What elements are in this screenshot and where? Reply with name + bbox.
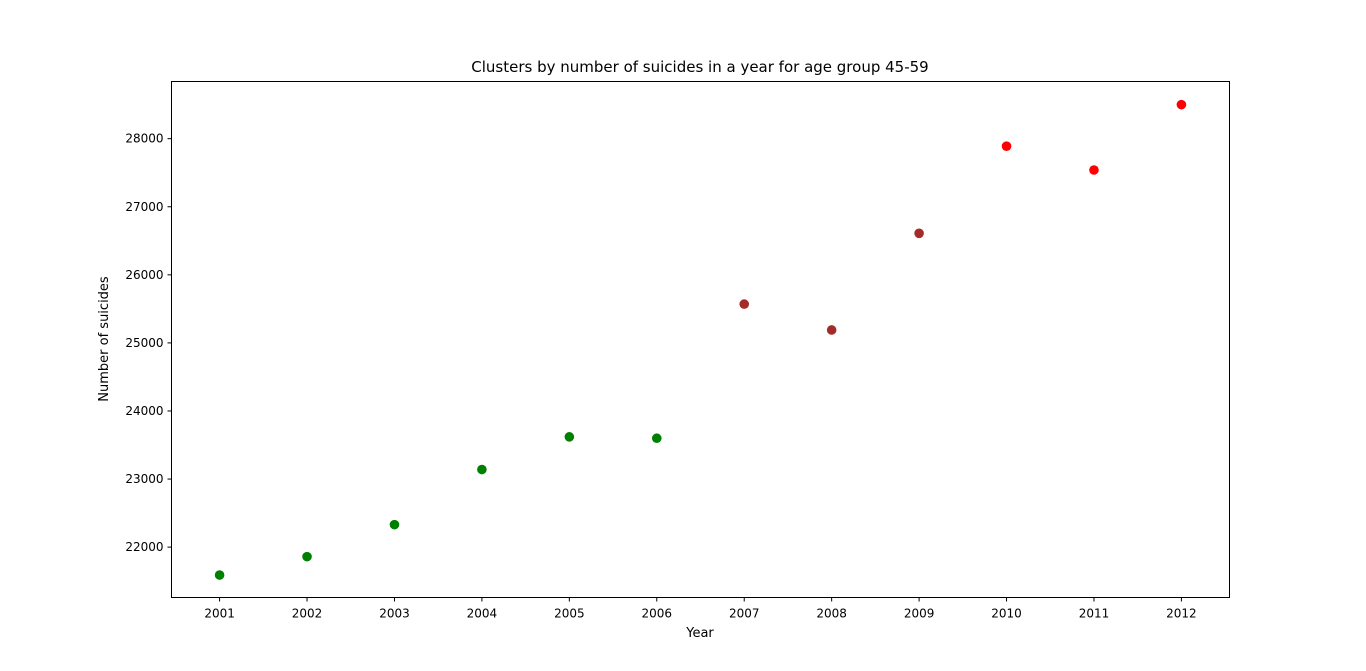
x-axis-label: Year <box>685 626 714 641</box>
x-tick-label: 2011 <box>1079 607 1110 621</box>
y-tick-label: 26000 <box>125 268 163 282</box>
data-point <box>389 519 400 530</box>
x-tick-label: 2002 <box>292 607 323 621</box>
x-tick-label: 2003 <box>379 607 410 621</box>
x-tick-label: 2007 <box>729 607 760 621</box>
x-tick-label: 2012 <box>1166 607 1197 621</box>
y-tick-label: 23000 <box>125 472 163 486</box>
x-tick-label: 2004 <box>467 607 498 621</box>
plot-area-frame <box>171 81 1230 598</box>
y-tick-label: 24000 <box>125 404 163 418</box>
chart-title: Clusters by number of suicides in a year… <box>471 58 928 76</box>
data-point <box>826 325 837 335</box>
data-points <box>214 99 1187 580</box>
data-point <box>564 432 575 442</box>
y-tick-label: 25000 <box>125 336 163 350</box>
x-tick-label: 2009 <box>904 607 935 621</box>
y-tick-label: 22000 <box>125 540 163 554</box>
x-tick-label: 2008 <box>816 607 847 621</box>
x-tick-label: 2010 <box>991 607 1022 621</box>
data-point <box>739 299 750 309</box>
y-tick-label: 27000 <box>125 200 163 214</box>
data-point <box>914 228 924 239</box>
data-point <box>477 464 487 475</box>
x-axis: 2001 2002 2003 2004 2005 2006 2007 2008 2009 2010… <box>204 597 1197 621</box>
data-point <box>1176 99 1187 110</box>
x-tick-label: 2006 <box>642 607 673 621</box>
data-point <box>302 551 312 562</box>
y-tick-label: 28000 <box>125 132 163 146</box>
data-point <box>214 570 225 580</box>
y-axis: 22000 23000 24000 25000 26000 27000 28000 <box>125 132 172 554</box>
data-point <box>1089 165 1099 175</box>
x-tick-label: 2005 <box>554 607 585 621</box>
x-tick-label: 2001 <box>204 607 235 621</box>
data-point <box>1001 141 1012 151</box>
data-point <box>651 433 662 444</box>
y-axis-label: Number of suicides <box>97 276 112 402</box>
